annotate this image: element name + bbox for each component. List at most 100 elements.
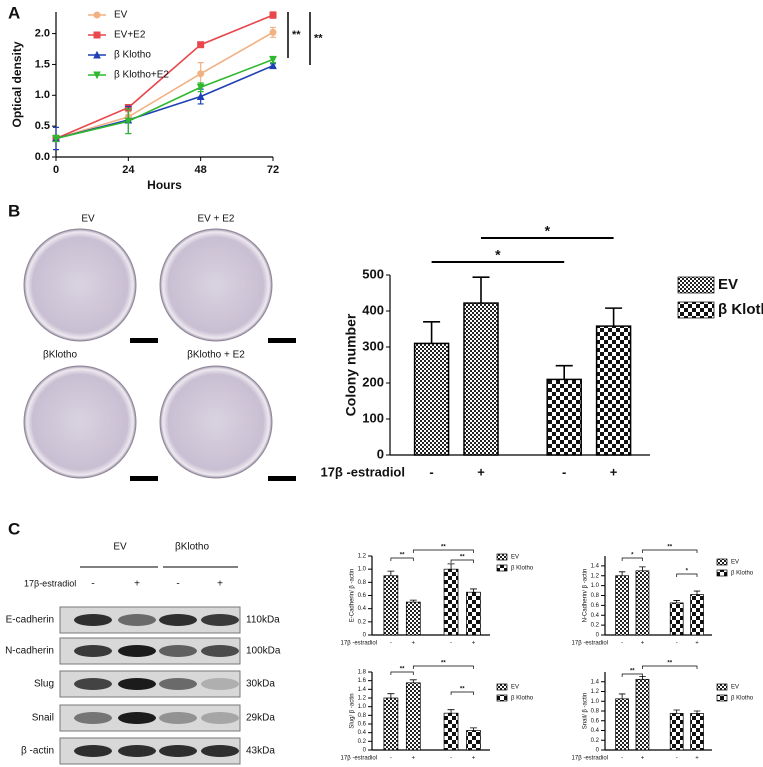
y-tick-label: 1.0 <box>591 583 600 589</box>
band <box>74 645 112 657</box>
significance-bracket <box>390 671 414 675</box>
error-bar <box>409 679 417 683</box>
significance-bracket <box>621 673 643 677</box>
legend-label: β Klotho <box>731 696 754 702</box>
bar <box>383 697 399 751</box>
error-bar <box>447 709 455 714</box>
legend-label: EV <box>114 10 128 21</box>
significance: ** <box>400 667 405 673</box>
x-axis-label: Hours <box>147 178 182 192</box>
marker <box>93 31 101 39</box>
legend-swatch <box>496 683 508 691</box>
band <box>118 678 156 690</box>
significance: * <box>495 247 501 263</box>
significance-bracket <box>642 549 698 553</box>
y-tick-label: 0.2 <box>591 738 600 744</box>
significance-bracket <box>450 559 474 563</box>
y-tick-label: 1.2 <box>591 689 600 695</box>
y-tick-label: 0.2 <box>358 619 367 625</box>
y-tick-label: 0.4 <box>591 728 600 734</box>
y-tick-label: 0 <box>363 748 367 754</box>
legend-swatch <box>496 553 508 561</box>
series-line <box>55 31 274 140</box>
x-tick-label: + <box>412 641 416 647</box>
significance: ** <box>441 661 446 667</box>
error-bar <box>673 709 680 714</box>
y-tick-label: 0 <box>596 748 600 754</box>
x-tick-label: + <box>695 756 699 762</box>
bar <box>690 594 704 636</box>
sign-label: + <box>134 579 140 590</box>
y-tick-label: 0.4 <box>591 613 600 619</box>
marker <box>93 71 101 80</box>
y-axis-label: Optical density <box>10 41 24 127</box>
marker <box>269 28 277 36</box>
photo-label: EV + E2 <box>198 214 235 225</box>
y-tick-label: 400 <box>362 302 384 317</box>
x-axis-label: 17β -estradiol <box>572 756 608 762</box>
significance: ** <box>292 29 301 41</box>
bar <box>615 698 629 751</box>
x-tick-label: - <box>429 464 433 479</box>
x-tick-label: + <box>472 756 476 762</box>
y-tick-label: 1.5 <box>35 58 50 70</box>
y-tick-label: 0.6 <box>358 722 367 728</box>
bar <box>405 601 421 636</box>
y-tick-label: 100 <box>362 410 384 425</box>
x-tick-label: + <box>610 464 618 479</box>
row-label: β -actin <box>21 746 54 757</box>
significance-bracket <box>642 665 698 669</box>
bar <box>443 712 459 751</box>
bar <box>443 568 459 636</box>
legend-swatch <box>677 276 715 294</box>
marker <box>197 70 205 78</box>
size-label: 30kDa <box>246 679 275 690</box>
band <box>159 645 197 657</box>
dish <box>23 365 137 479</box>
y-tick-label: 500 <box>362 266 384 281</box>
sign-label: - <box>91 579 94 590</box>
bar <box>615 575 629 636</box>
significance-bracket <box>450 691 474 695</box>
y-tick-label: 0.4 <box>358 730 367 736</box>
legend-swatch <box>716 569 728 577</box>
western-blot: EV βKlotho 17β-estradiol - + - + E-cadherin 1… <box>5 542 281 765</box>
x-tick-label: 48 <box>195 164 207 176</box>
dish <box>159 365 273 479</box>
sign-label: - <box>176 579 179 590</box>
bar <box>690 713 704 751</box>
group-label: EV <box>113 542 127 553</box>
y-tick-label: 0.8 <box>358 580 367 586</box>
treatment-label: 17β-estradiol <box>24 578 76 588</box>
row-label: N-cadherin <box>5 646 54 657</box>
y-tick-label: 0.0 <box>35 151 50 163</box>
x-tick-label: + <box>641 756 645 762</box>
row-label: Slug <box>34 679 54 690</box>
group-label: βKlotho <box>175 542 210 553</box>
x-tick-label: + <box>641 641 645 647</box>
bar <box>413 342 450 456</box>
error-bar <box>639 566 646 571</box>
legend-swatch <box>716 683 728 691</box>
x-tick-label: - <box>676 756 678 762</box>
band <box>159 614 197 626</box>
y-tick-label: 1.6 <box>358 678 367 684</box>
x-axis-label: 17β -estradiol <box>341 756 377 762</box>
legend-label: β Klotho+E2 <box>114 70 169 81</box>
sign-label: + <box>217 579 223 590</box>
panel-label: B <box>8 201 20 220</box>
bar <box>466 730 481 751</box>
legend-label: EV <box>511 555 519 561</box>
size-label: 110kDa <box>246 615 280 626</box>
x-tick-label: + <box>412 756 416 762</box>
row-label: Snail <box>32 713 54 724</box>
legend-label: EV <box>511 685 519 691</box>
band <box>201 745 239 757</box>
marker <box>269 11 277 19</box>
significance: * <box>631 553 634 559</box>
x-tick-label: 0 <box>53 164 59 176</box>
band <box>201 712 239 724</box>
row-label: E-cadherin <box>6 615 54 626</box>
marker <box>196 83 205 92</box>
